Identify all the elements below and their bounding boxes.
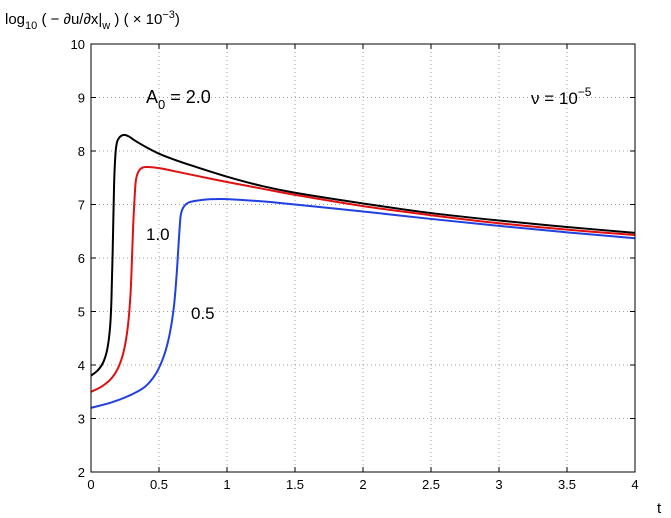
ylabel-mid-sub: w	[101, 20, 110, 32]
annotation-a0-value: = 2.0	[165, 87, 211, 107]
annotation-a0-sub: 0	[158, 97, 165, 112]
ylabel-mid: ( − ∂u/∂x|	[37, 11, 102, 28]
ylabel-prefix-sub: 10	[25, 20, 37, 32]
y-tick-label-9: 9	[78, 91, 85, 106]
annotation-a0-main: A	[146, 87, 158, 107]
y-axis-title: log10 ( − ∂u/∂x|w ) ( × 10−3)	[5, 9, 180, 32]
x-tick-label-3.5: 3.5	[558, 477, 576, 492]
y-tick-label-8: 8	[78, 144, 85, 159]
x-tick-label-4: 4	[631, 477, 638, 492]
annotation-nu-sup: −5	[578, 85, 592, 99]
x-tick-label-0.5: 0.5	[150, 477, 168, 492]
series-line-2	[90, 197, 636, 409]
x-tick-label-1.5: 1.5	[286, 477, 304, 492]
axis-ticks: 0 0.5 1 1.5 2 2.5 3 3.5 4 2 3 4 5 6 7 8 9 10	[71, 37, 639, 492]
y-tick-label-3: 3	[78, 412, 85, 427]
x-tick-label-2.5: 2.5	[422, 477, 440, 492]
series-line-0	[90, 133, 636, 377]
x-axis-title: t	[657, 500, 662, 517]
annotation-a0: A0 = 2.0	[146, 87, 211, 112]
y-tick-label-6: 6	[78, 251, 85, 266]
ylabel-prefix: log	[5, 11, 25, 28]
ylabel-end: )	[175, 11, 180, 28]
ylabel-suffix-sup: −3	[162, 9, 175, 21]
y-tick-label-4: 4	[78, 358, 85, 373]
x-tick-label-3: 3	[495, 477, 502, 492]
ylabel-suffix: ) ( × 10	[110, 11, 162, 28]
y-tick-label-5: 5	[78, 305, 85, 320]
series-lines	[90, 133, 636, 409]
y-tick-label-10: 10	[71, 37, 85, 52]
series-line-1	[90, 165, 636, 393]
x-tick-label-2: 2	[359, 477, 366, 492]
annotation-nu-main: ν = 10	[531, 89, 578, 108]
annotation-label-0-5: 0.5	[191, 304, 215, 323]
annotation-nu: ν = 10−5	[531, 85, 592, 108]
x-tick-label-1: 1	[223, 477, 230, 492]
y-tick-label-7: 7	[78, 198, 85, 213]
y-tick-label-2: 2	[78, 465, 85, 480]
x-tick-label-0: 0	[87, 477, 94, 492]
annotation-label-1-0: 1.0	[146, 225, 170, 244]
grid-lines	[91, 44, 635, 472]
